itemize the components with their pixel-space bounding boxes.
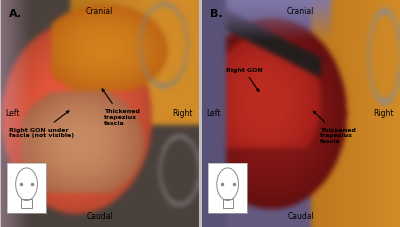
Text: Thickened
trapezius
fascia: Thickened trapezius fascia [102,89,140,126]
Text: Right GON: Right GON [226,68,262,92]
Text: Left: Left [5,109,19,118]
Text: Thickened
trapezius
fascia: Thickened trapezius fascia [313,112,356,144]
Text: B.: B. [210,9,222,19]
Text: Caudal: Caudal [287,211,314,220]
Text: Cranial: Cranial [86,7,114,16]
Text: Caudal: Caudal [86,211,113,220]
Text: A.: A. [9,9,22,19]
Text: Cranial: Cranial [287,7,314,16]
Text: Right: Right [373,109,393,118]
Text: Right GON under
fascia (not visible): Right GON under fascia (not visible) [9,111,74,138]
Text: Left: Left [206,109,220,118]
Text: Right: Right [172,109,193,118]
